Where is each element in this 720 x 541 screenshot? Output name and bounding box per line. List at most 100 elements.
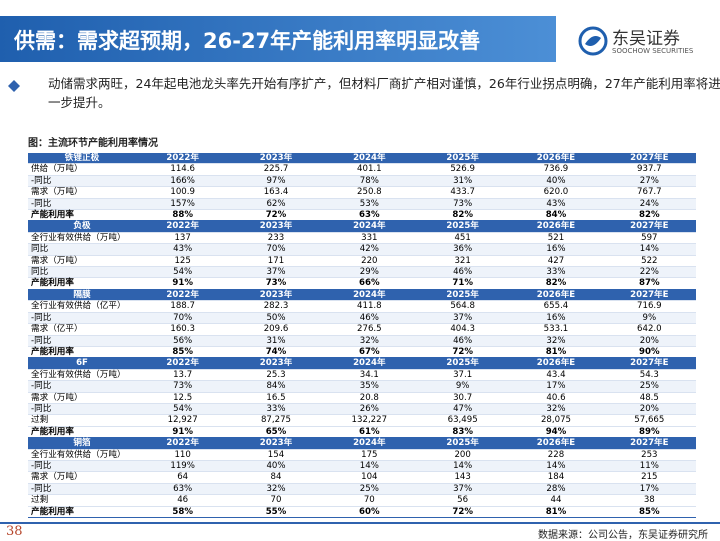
row-label: 产能利用率: [28, 506, 136, 519]
cell: 411.8: [322, 300, 416, 313]
table-row: 需求（万吨） 64 84 104 143 184 215: [28, 471, 696, 484]
cell: 100.9: [136, 186, 230, 199]
cell: 433.7: [415, 186, 510, 199]
cell: 94%: [509, 426, 603, 439]
cell: 32%: [509, 403, 603, 416]
footer-rule: [0, 522, 720, 524]
cell: 2022年: [136, 220, 230, 233]
bullet-text: 动储需求两旺，24年起电池龙头率先开始有序扩产，但材料厂商扩产相对谨慎，26年行…: [48, 76, 720, 110]
cell: 166%: [136, 175, 230, 188]
table-row: -同比 56% 31% 32% 46% 32% 20%: [28, 335, 696, 347]
table-row: 全行业有效供给（万吨） 137 233 331 451 521 597: [28, 232, 696, 245]
row-label: 需求（万吨）: [28, 255, 136, 268]
row-label: 负极: [28, 220, 136, 233]
title-bar: 供需：需求超预期，26-27年产能利用率明显改善: [0, 16, 556, 62]
cell: 736.9: [509, 163, 603, 176]
cell: 642.0: [602, 323, 696, 336]
cell: 200: [415, 449, 510, 461]
row-label: 同比: [28, 243, 136, 256]
cell: 17%: [602, 483, 696, 496]
cell: 2022年: [136, 437, 230, 450]
cell: 11%: [602, 460, 696, 473]
cell: 451: [415, 232, 510, 245]
cell: 2024年: [322, 437, 416, 450]
table-row: 全行业有效供给（亿平） 188.7 282.3 411.8 564.8 655.4 716.…: [28, 300, 696, 313]
cell: 157%: [136, 198, 230, 211]
cell: 65%: [229, 426, 323, 439]
cell: 2025年: [415, 153, 510, 165]
row-label: 需求（万吨）: [28, 471, 136, 484]
row-label: 铁锂正极: [28, 153, 136, 165]
cell: 14%: [509, 460, 603, 473]
table-row: 产能利用率 58% 55% 60% 72% 81% 85%: [28, 506, 696, 519]
cell: 55%: [229, 506, 323, 519]
cell: 54%: [136, 403, 230, 416]
cell: 34.1: [322, 369, 416, 382]
cell: 72%: [229, 209, 323, 222]
cell: 81%: [509, 346, 603, 359]
cell: 2026年E: [509, 289, 603, 302]
cell: 716.9: [602, 300, 696, 313]
cell: 37%: [415, 483, 510, 496]
table-row: -同比 73% 84% 35% 9% 17% 25%: [28, 380, 696, 393]
cell: 78%: [322, 175, 416, 188]
cell: 82%: [509, 277, 603, 290]
cell: 33%: [229, 403, 323, 416]
cell: 2025年: [415, 220, 510, 233]
cell: 2026年E: [509, 357, 603, 370]
cell: 70%: [136, 312, 230, 325]
cell: 25.3: [229, 369, 323, 382]
cell: 43%: [136, 243, 230, 256]
cell: 85%: [136, 346, 230, 359]
cell: 38: [602, 494, 696, 507]
cell: 42%: [322, 243, 416, 256]
cell: 2027年E: [602, 153, 696, 165]
cell: 282.3: [229, 300, 323, 313]
table-row: -同比 70% 50% 46% 37% 16% 9%: [28, 312, 696, 325]
cell: 321: [415, 255, 510, 268]
cell: 2023年: [229, 437, 323, 450]
cell: 37%: [229, 266, 323, 279]
cell: 47%: [415, 403, 510, 416]
section-header: 铜箔 2022年 2023年 2024年 2025年 2026年E 2027年E: [28, 437, 696, 450]
cell: 84%: [509, 209, 603, 222]
cell: 70%: [229, 243, 323, 256]
cell: 72%: [415, 506, 510, 519]
cell: 46: [136, 494, 230, 507]
cell: 119%: [136, 460, 230, 473]
row-label: -同比: [28, 175, 136, 188]
cell: 87,275: [229, 414, 323, 427]
cell: 12.5: [136, 392, 230, 404]
row-label: 全行业有效供给（万吨）: [28, 369, 136, 382]
cell: 63%: [322, 209, 416, 222]
cell: 58%: [136, 506, 230, 519]
cell: 32%: [229, 483, 323, 496]
row-label: 需求（万吨）: [28, 186, 136, 199]
cell: 36%: [415, 243, 510, 256]
cell: 9%: [415, 380, 510, 393]
cell: 20.8: [322, 392, 416, 404]
cell: 73%: [415, 198, 510, 211]
logo-mark: [578, 26, 608, 56]
cell: 533.1: [509, 323, 603, 336]
table-row: 产能利用率 91% 73% 66% 71% 82% 87%: [28, 277, 696, 290]
cell: 40%: [509, 175, 603, 188]
cell: 2024年: [322, 357, 416, 370]
logo-subtext: SOOCHOW SECURITIES: [612, 47, 694, 55]
cell: 31%: [229, 335, 323, 347]
cell: 160.3: [136, 323, 230, 336]
cell: 2025年: [415, 357, 510, 370]
cell: 104: [322, 471, 416, 484]
cell: 48.5: [602, 392, 696, 404]
cell: 70: [229, 494, 323, 507]
section-header: 隔膜 2022年 2023年 2024年 2025年 2026年E 2027年E: [28, 289, 696, 302]
cell: 32%: [322, 335, 416, 347]
table-caption: 图：主流环节产能利用率情况: [28, 138, 158, 149]
logo: 东吴证券 SOOCHOW SECURITIES: [574, 22, 714, 62]
cell: 64: [136, 471, 230, 484]
cell: 2026年E: [509, 153, 603, 165]
cell: 17%: [509, 380, 603, 393]
cell: 60%: [322, 506, 416, 519]
cell: 184: [509, 471, 603, 484]
cell: 14%: [415, 460, 510, 473]
